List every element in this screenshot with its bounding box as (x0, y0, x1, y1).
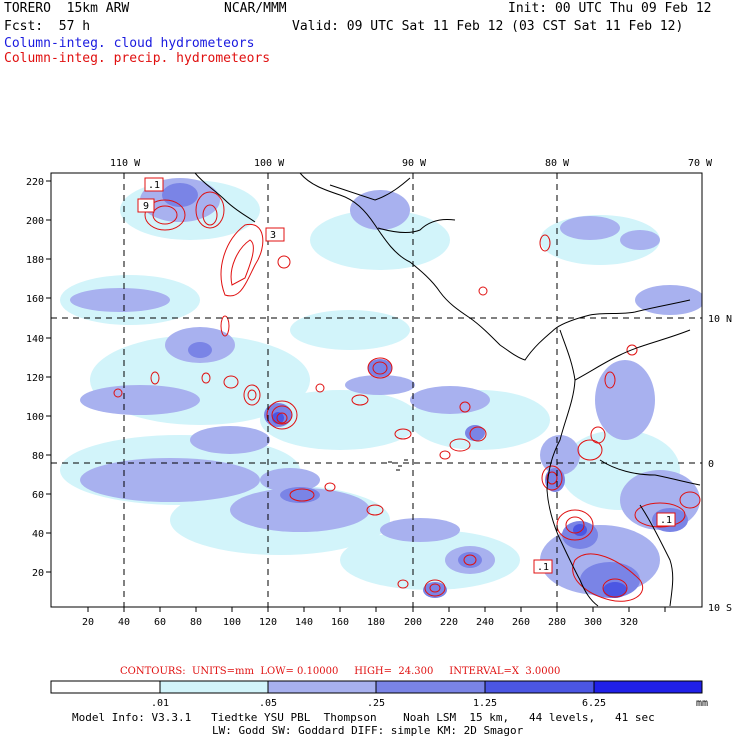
x-grid-label: 140 (295, 617, 313, 628)
graticule (51, 173, 702, 607)
contour-label-texts: .1 9 3 .1 .1 (143, 180, 672, 573)
y-grid-label: 180 (26, 255, 44, 266)
model-info-line2: LW: Godd SW: Goddard DIFF: simple KM: 2D… (212, 724, 524, 737)
x-grid-label: 300 (584, 617, 602, 628)
colorbar-unit: mm (696, 698, 708, 709)
colorbar-bin (375, 680, 486, 694)
y-grid-label: 20 (32, 568, 44, 579)
x-grid-label: 280 (548, 617, 566, 628)
x-grid-label: 20 (82, 617, 94, 628)
colorbar-tick: .01 (151, 698, 169, 709)
y-grid-label: 120 (26, 373, 44, 384)
colorbar-bin (159, 680, 269, 694)
colorbar-bin (267, 680, 377, 694)
x-grid-label: 120 (259, 617, 277, 628)
colorbar-bin (484, 680, 595, 694)
x-grid-label: 320 (620, 617, 638, 628)
colorbar (50, 680, 703, 694)
x-grid-label: 240 (476, 617, 494, 628)
contours-info: CONTOURS: UNITS=mm LOW= 0.10000 HIGH= 24… (120, 666, 561, 677)
contour-label: .1 (148, 180, 160, 191)
model-title: TORERO 15km ARW (4, 1, 130, 16)
y-grid-label: 100 (26, 412, 44, 423)
colorbar-tick: .05 (259, 698, 277, 709)
x-grid-label: 60 (154, 617, 166, 628)
precip-hydrometeor-legend: Column-integ. precip. hydrometeors (4, 51, 271, 66)
cloud-hydrometeor-legend: Column-integ. cloud hydrometeors (4, 36, 255, 51)
valid-time: Valid: 09 UTC Sat 11 Feb 12 (03 CST Sat … (292, 19, 684, 34)
x-grid-label: 180 (367, 617, 385, 628)
colorbar-tick: .25 (367, 698, 385, 709)
organization-label: NCAR/MMM (224, 1, 287, 16)
cloud-shading-layer (60, 178, 702, 598)
x-grid-labels: 20 40 60 80 100 120 140 160 180 200 220 … (82, 617, 638, 628)
y-grid-label: 40 (32, 529, 44, 540)
init-time: Init: 00 UTC Thu 09 Feb 12 (508, 1, 712, 16)
colorbar-bin (50, 680, 161, 694)
y-grid-label: 220 (26, 177, 44, 188)
latitude-labels: 10 N 0 10 S (708, 314, 732, 614)
y-grid-label: 140 (26, 334, 44, 345)
lon-label: 70 W (688, 158, 713, 169)
coastline-layer (194, 173, 701, 607)
forecast-hour: Fcst: 57 h (4, 19, 91, 34)
longitude-labels: 110 W 100 W 90 W 80 W 70 W (110, 158, 713, 169)
axis-ticks (46, 180, 666, 612)
y-grid-label: 60 (32, 490, 44, 501)
y-grid-label: 80 (32, 451, 44, 462)
contour-label: .1 (660, 515, 672, 526)
x-grid-label: 200 (404, 617, 422, 628)
lon-label: 80 W (545, 158, 570, 169)
model-info-line1: Model Info: V3.3.1 Tiedtke YSU PBL Thomp… (72, 711, 655, 724)
lat-label: 10 S (708, 603, 732, 614)
lat-label: 0 (708, 459, 714, 470)
x-grid-label: 40 (118, 617, 130, 628)
y-grid-labels: 220 200 180 160 140 120 100 80 60 40 20 (26, 177, 44, 579)
lon-label: 100 W (254, 158, 285, 169)
x-grid-label: 160 (331, 617, 349, 628)
colorbar-ticks: .01 .05 .25 1.25 6.25 mm (151, 698, 708, 709)
y-grid-label: 160 (26, 294, 44, 305)
contour-label: 9 (143, 201, 149, 212)
x-grid-label: 260 (512, 617, 530, 628)
precip-contour-layer (113, 191, 701, 602)
x-grid-label: 220 (440, 617, 458, 628)
colorbar-bin (593, 680, 703, 694)
lat-label: 10 N (708, 314, 732, 325)
contour-label-boxes (137, 177, 676, 574)
colorbar-tick: 6.25 (582, 698, 606, 709)
colorbar-tick: 1.25 (473, 698, 497, 709)
x-grid-label: 100 (223, 617, 241, 628)
y-grid-label: 200 (26, 216, 44, 227)
contour-label: 3 (270, 230, 276, 241)
contour-label: .1 (537, 562, 549, 573)
lon-label: 110 W (110, 158, 141, 169)
x-grid-label: 80 (190, 617, 202, 628)
lon-label: 90 W (402, 158, 427, 169)
